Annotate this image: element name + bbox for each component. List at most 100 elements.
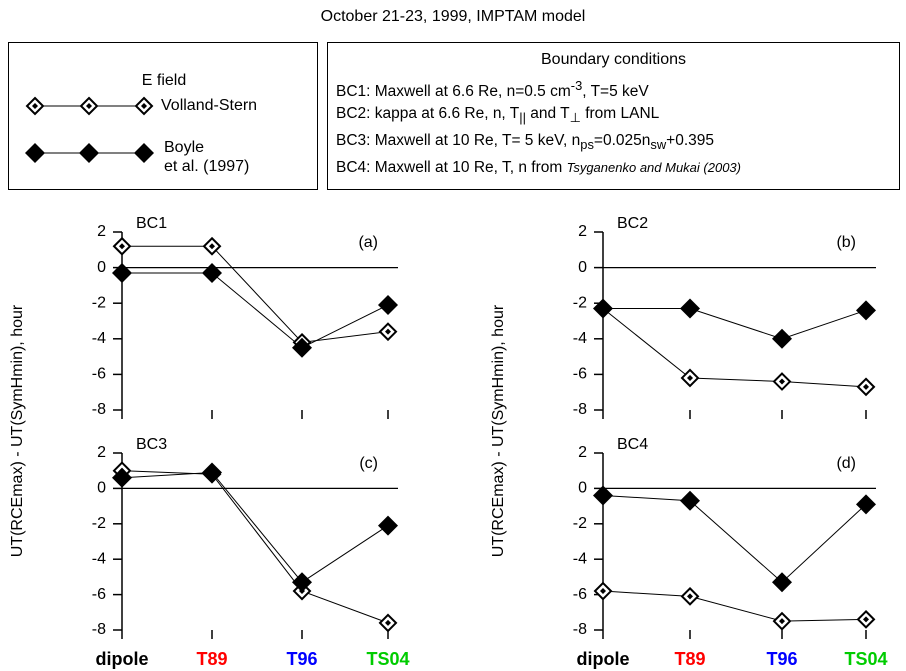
y-tick-label: 0 [578,259,587,276]
legend-samples: E field Volland-Stern [25,72,257,163]
marker [378,613,398,633]
marker [772,328,792,349]
marker [772,611,792,631]
marker [856,609,876,629]
panel-label: (d) [836,455,856,472]
bc-text: ⊥ [569,110,581,126]
y-tick-label: -8 [573,621,587,638]
panel-label: (c) [359,455,378,472]
marker-core [119,243,125,250]
bc-text: =0.025n [593,132,651,149]
y-tick-label: -4 [573,330,587,347]
boundary-conditions: Boundary conditions BC1: Maxwell at 6.6 … [327,42,900,190]
marker-core [600,588,606,595]
marker [202,262,222,283]
marker [680,298,700,319]
marker-core [687,593,693,600]
y-tick-label: -4 [92,550,106,567]
marker [202,236,222,256]
bc-line: BC2: kappa at 6.6 Re, n, T|| and T⊥ from… [336,105,659,126]
y-tick-label: -6 [92,586,106,603]
bc-text: sw [650,137,667,153]
bc-title: Boundary conditions [541,51,686,68]
x-tick-label: TS04 [844,649,887,669]
y-tick-label: 2 [97,223,106,240]
marker-core [209,243,215,250]
marker [680,490,700,511]
bc-text: , T=5 keV [582,83,649,101]
y-tick-label: -4 [573,550,587,567]
series-line [121,470,389,624]
y-tick-label: -2 [573,515,587,532]
marker [112,262,132,283]
y-tick-label: 0 [578,480,587,497]
panel-name: BC3 [136,436,167,453]
series-line [602,590,867,622]
y-tick-label: -4 [92,330,106,347]
x-tick-label: dipole [577,649,630,669]
series-line [603,308,867,340]
bc-text: BC1: Maxwell at 6.6 Re, n=0.5 cm [336,83,571,101]
x-tick-label: T96 [286,649,317,669]
y-tick-label: -8 [92,621,106,638]
panel-name: BC1 [136,215,167,232]
bc-text: -3 [570,78,583,93]
marker [680,368,700,388]
marker-core [863,383,869,390]
marker [202,462,222,483]
bc-text: Tsyganenko and Mukai (2003) [566,160,741,175]
legend: E field Volland-Stern Boyle et al. (1997… [8,42,318,190]
marker [112,236,132,256]
x-tick-label: T89 [674,649,705,669]
y-tick-label: 0 [97,480,106,497]
bc-text: BC4: Maxwell at 10 Re, T, n from [336,159,567,176]
marker [772,372,792,391]
marker [856,300,876,321]
panel-label: (a) [358,234,378,251]
x-tick-label: TS04 [366,649,409,669]
marker-core [32,103,38,109]
y-tick-label: -8 [92,401,106,418]
marker [134,96,154,116]
marker [292,572,312,593]
bc-text: BC2: kappa at 6.6 Re, n, T [336,105,520,122]
bc-text: BC3: Maxwell at 10 Re, T= 5 keV, n [336,132,581,149]
marker-core [86,103,92,109]
page-title: October 21-23, 1999, IMPTAM model [321,8,586,25]
marker [593,298,613,319]
series-line [121,471,389,583]
bc-text: and T [525,105,570,122]
marker-core [687,374,693,381]
y-tick-label: 2 [578,444,587,461]
marker [593,581,613,601]
legend-title: E field [142,72,186,89]
panel-label: (b) [836,234,856,251]
legend-entry: Volland-Stern [161,97,257,114]
marker [856,377,876,397]
marker-core [779,378,785,385]
marker [25,143,45,163]
series-line [602,494,867,583]
bc-line: BC1: Maxwell at 6.6 Re, n=0.5 cm-3, T=5 … [336,78,649,101]
marker-core [385,619,391,626]
marker [134,143,154,163]
y-tick-label: -6 [573,366,587,383]
bc-line: BC4: Maxwell at 10 Re, T, n from Tsygane… [336,159,741,177]
y-tick-label: -6 [573,586,587,603]
y-tick-label: -2 [92,294,106,311]
bc-text: || [519,110,526,126]
marker [378,294,398,315]
x-tick-label: T89 [196,649,227,669]
y-tick-label: -2 [92,515,106,532]
marker [593,485,613,506]
y-tick-label: -2 [573,294,587,311]
marker [856,494,876,515]
y-tick-label: -8 [573,401,587,418]
marker-core [141,103,147,109]
marker [112,467,132,488]
marker [25,96,45,116]
bc-text: +0.395 [666,132,714,149]
bc-text: from LANL [580,105,660,122]
